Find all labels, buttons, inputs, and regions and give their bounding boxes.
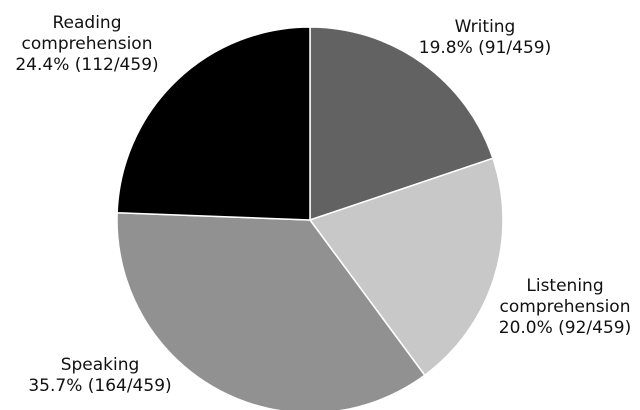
slice-label-line: 35.7% (164/459)	[28, 376, 171, 396]
slice-label-line: comprehension	[22, 34, 153, 54]
slice-label-line: Speaking	[61, 355, 140, 375]
slice-label-reading-comprehension: Reading comprehension 24.4% (112/459)	[15, 13, 158, 75]
pie-slice-reading-comprehension	[116, 26, 311, 221]
pie-slices	[116, 26, 504, 410]
slice-label-line: Writing	[455, 17, 516, 37]
slice-label-line: Reading	[52, 13, 121, 33]
slice-label-line: Listening	[526, 276, 603, 296]
slice-label-line: 19.8% (91/459)	[419, 38, 551, 58]
slice-label-writing: Writing 19.8% (91/459)	[419, 17, 551, 58]
slice-label-speaking: Speaking 35.7% (164/459)	[28, 355, 171, 396]
slice-label-line: 20.0% (92/459)	[499, 318, 631, 338]
slice-label-line: comprehension	[500, 297, 631, 317]
slice-label-listening-comprehension: Listening comprehension 20.0% (92/459)	[499, 276, 631, 338]
pie-labels: Writing 19.8% (91/459)Listening comprehens…	[15, 13, 631, 396]
pie-slice-writing	[309, 26, 494, 222]
pie-slice-listening-comprehension	[308, 157, 504, 377]
slice-label-line: 24.4% (112/459)	[15, 55, 158, 75]
pie-slice-speaking	[116, 211, 426, 410]
